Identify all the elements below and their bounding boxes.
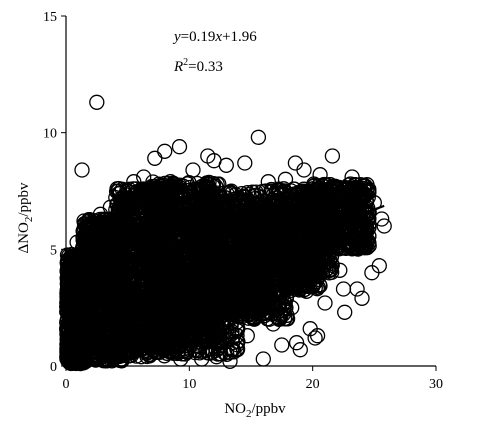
r2-rest: =0.33: [188, 59, 223, 75]
x-axis-label-rest: /ppbv: [252, 401, 287, 417]
y-axis-label-rest: /ppbv: [16, 182, 32, 217]
y-axis-label-base: NO: [16, 222, 32, 244]
regression-equation: y=0.19x+1.96: [172, 29, 257, 45]
equation-var: x: [214, 29, 222, 45]
y-axis-label-prefix: Δ: [16, 244, 32, 254]
data-points: [59, 94, 392, 372]
equation-slope: =0.19: [181, 29, 216, 45]
equation-rest: +1.96: [222, 29, 257, 45]
y-axis-label-sub: 2: [23, 217, 35, 223]
equation-lhs: y: [172, 29, 181, 45]
r2-base: R: [173, 59, 183, 75]
x-axis-label-sub: 2: [246, 408, 252, 420]
r2-sup: 2: [183, 57, 188, 68]
x-axis-label: NO2/ppbv: [224, 401, 286, 420]
x-axis-label-base: NO: [224, 401, 246, 417]
y-axis-label: ΔNO2/ppbv: [16, 182, 35, 253]
r-squared: R2=0.33: [173, 57, 223, 75]
data-point: [59, 276, 75, 292]
